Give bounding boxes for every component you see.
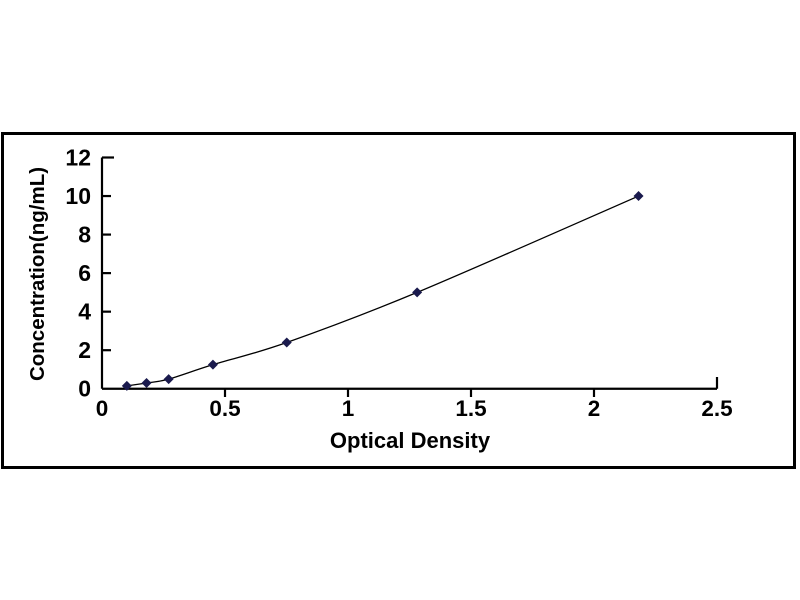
svg-text:Concentration(ng/mL): Concentration(ng/mL) (26, 167, 49, 381)
svg-text:10: 10 (65, 183, 91, 209)
svg-text:0.5: 0.5 (209, 396, 240, 421)
svg-text:2.5: 2.5 (701, 396, 732, 421)
svg-text:Optical Density: Optical Density (330, 428, 491, 453)
svg-text:0: 0 (96, 396, 109, 421)
svg-text:0: 0 (78, 376, 91, 402)
svg-text:2: 2 (78, 337, 91, 363)
svg-text:1: 1 (342, 396, 355, 421)
svg-text:1.5: 1.5 (455, 396, 486, 421)
svg-text:8: 8 (78, 222, 91, 248)
svg-text:2: 2 (588, 396, 601, 421)
svg-text:12: 12 (65, 145, 91, 171)
svg-text:4: 4 (78, 299, 91, 325)
svg-text:6: 6 (78, 260, 91, 286)
